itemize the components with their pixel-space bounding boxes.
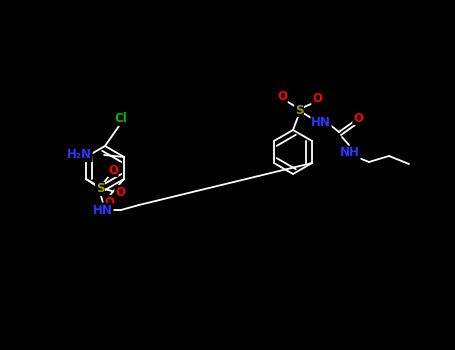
Text: O: O [115, 186, 125, 198]
Text: O: O [104, 196, 114, 209]
Text: O: O [312, 91, 322, 105]
Text: HN: HN [311, 116, 331, 128]
Text: S: S [96, 182, 104, 196]
Text: H₂N: H₂N [67, 148, 92, 161]
Text: NH: NH [340, 147, 360, 160]
Text: O: O [353, 112, 363, 125]
Text: Cl: Cl [115, 112, 127, 126]
Text: O: O [277, 90, 287, 103]
Text: O: O [108, 163, 118, 176]
Text: S: S [295, 104, 303, 117]
Text: HN: HN [93, 203, 113, 217]
